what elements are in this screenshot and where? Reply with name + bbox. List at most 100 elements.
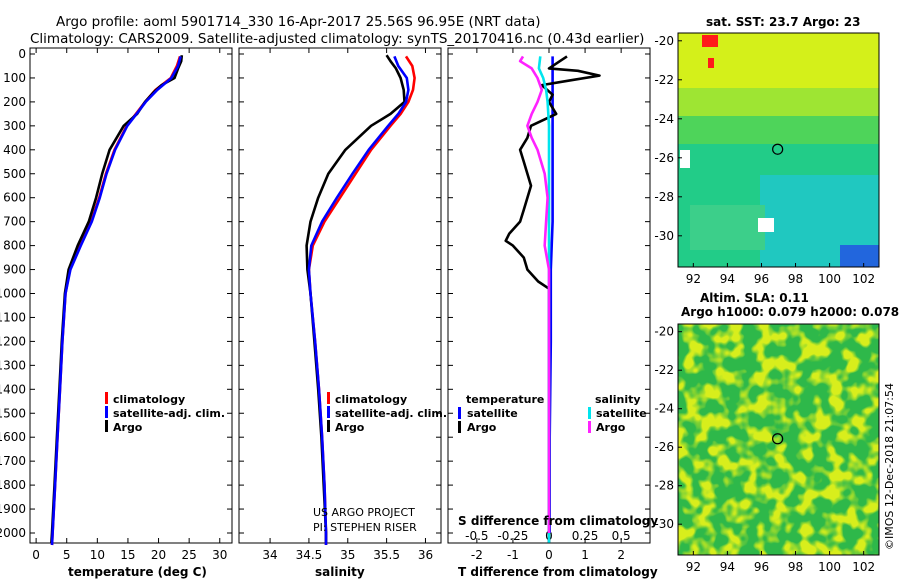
salinity-panel — [238, 47, 442, 544]
depth-tick-label: 200 — [3, 95, 26, 109]
temperature-xticks: 0 5 10 15 20 25 30 — [32, 48, 227, 562]
map-lat-label: -22 — [654, 363, 674, 377]
pi-credit: PI: STEPHEN RISER — [313, 521, 417, 534]
salinity-legend: climatology satellite-adj. clim. Argo — [327, 392, 447, 434]
x-tick-label: 15 — [120, 548, 135, 562]
series-argo — [50, 55, 184, 543]
x-tick-label: 2 — [617, 548, 625, 562]
sst-map — [677, 32, 880, 268]
depth-tick-label: 500 — [3, 167, 26, 181]
sst-cold-edge — [840, 245, 879, 267]
sst-map-frame — [677, 32, 880, 268]
x-tick-label: 0 — [32, 548, 40, 562]
legend-label-climatology: climatology — [335, 393, 407, 406]
sst-hot-pixels — [702, 35, 718, 47]
map-lon-label: 92 — [686, 272, 701, 286]
depth-tick-label: 1800 — [0, 478, 26, 492]
legend-title-salinity: salinity — [595, 393, 641, 406]
legend-label-satellite-adj: satellite-adj. clim. — [113, 407, 225, 420]
legend-label-t-argo: Argo — [467, 421, 497, 434]
sst-band-2 — [678, 88, 879, 116]
sst-missing-data — [680, 150, 690, 168]
x-tick-label: 20 — [151, 548, 166, 562]
x-tick-label: 1 — [581, 548, 589, 562]
depth-tick-label: 800 — [3, 239, 26, 253]
map-lon-label: 92 — [686, 560, 701, 574]
x-tick-label: 34 — [262, 548, 277, 562]
x-tick-label: 10 — [90, 548, 105, 562]
map-lon-label: 94 — [720, 272, 735, 286]
depth-tick-label: 1400 — [0, 382, 26, 396]
legend-swatch-satellite-adj — [327, 406, 330, 418]
legend-swatch-s-argo — [588, 421, 591, 433]
sla-map-frame — [677, 323, 880, 556]
map-lat-label: -26 — [654, 151, 674, 165]
temperature-xlabel: temperature (deg C) — [68, 565, 207, 579]
map-lat-label: -30 — [654, 229, 674, 243]
map-lon-label: 100 — [818, 560, 841, 574]
x-tick-label: 34.5 — [296, 548, 323, 562]
profile-location-marker — [772, 433, 784, 445]
depth-tick-label: 700 — [3, 215, 26, 229]
sst-missing-data-2 — [758, 218, 774, 232]
legend-label-s-argo: Argo — [596, 421, 626, 434]
depth-tick-label: 1900 — [0, 502, 26, 516]
sst-band-3 — [678, 116, 879, 144]
depth-tick-label: 900 — [3, 263, 26, 277]
s-diff-tick-label: 0.25 — [572, 529, 599, 543]
legend-swatch-argo — [327, 420, 330, 432]
depth-tick-label: 1700 — [0, 454, 26, 468]
difference-legend: temperature satellite Argo salinity sate… — [458, 393, 647, 434]
sst-map-title: sat. SST: 23.7 Argo: 23 — [706, 15, 860, 29]
map-lon-label: 98 — [788, 272, 803, 286]
sla-positive-anomaly — [678, 324, 879, 555]
s-diff-tick-label: -0.5 — [465, 529, 488, 543]
series-climatology — [50, 56, 182, 546]
difference-xticks: -2 -1 0 1 2 — [471, 48, 625, 562]
sla-map-axes: 92 94 96 98 100 102 -20 -22 -24 -26 -28 -30 — [654, 325, 875, 574]
depth-tick-label: 1500 — [0, 406, 26, 420]
sst-hot-pixel-2 — [708, 58, 714, 68]
map-lat-label: -20 — [654, 325, 674, 339]
legend-swatch-t-satellite — [458, 407, 461, 419]
difference-curves — [504, 55, 601, 543]
temperature-curves — [50, 55, 184, 546]
map-lat-label: -20 — [654, 34, 674, 48]
depth-tick-label: 1200 — [0, 334, 26, 348]
map-lat-label: -28 — [654, 190, 674, 204]
title-line-2: Climatology: CARS2009. Satellite-adjuste… — [30, 31, 644, 47]
x-tick-label: 35 — [340, 548, 355, 562]
legend-swatch-satellite-adj — [105, 406, 108, 418]
legend-swatch-s-satellite — [588, 407, 591, 419]
legend-swatch-climatology — [327, 392, 330, 404]
sla-map — [677, 323, 880, 556]
depth-tick-label: 300 — [3, 119, 26, 133]
profile-location-marker — [772, 143, 784, 155]
depth-tick-label: 100 — [3, 71, 26, 85]
legend-label-climatology: climatology — [113, 393, 185, 406]
s-diff-tick-label: 0.5 — [612, 529, 631, 543]
depth-tick-label: 400 — [3, 143, 26, 157]
title-line-1: Argo profile: aoml 5901714_330 16-Apr-20… — [56, 14, 541, 30]
temperature-panel — [29, 47, 233, 544]
map-lat-label: -24 — [654, 112, 674, 126]
map-lat-label: -30 — [654, 517, 674, 531]
legend-swatch-argo — [105, 420, 108, 432]
map-lon-label: 100 — [818, 272, 841, 286]
depth-tick-label: 1300 — [0, 358, 26, 372]
depth-tick-label: 1100 — [0, 310, 26, 324]
project-credit: US ARGO PROJECT — [313, 506, 415, 519]
depth-tick-label: 2000 — [0, 526, 26, 540]
legend-label-satellite-adj: satellite-adj. clim. — [335, 407, 447, 420]
map-lat-label: -28 — [654, 479, 674, 493]
difference-xlabel: T difference from climatology — [458, 565, 658, 579]
depth-tick-label: 0 — [18, 47, 26, 61]
s-diff-tick-label: -0.25 — [497, 529, 528, 543]
legend-label-t-satellite: satellite — [467, 407, 518, 420]
salinity-xticks: 34 34.5 35 35.5 36 — [262, 48, 433, 562]
map-lon-label: 98 — [788, 560, 803, 574]
depth-tick-label: 600 — [3, 191, 26, 205]
map-lon-label: 102 — [852, 272, 875, 286]
salinity-xlabel: salinity — [315, 565, 365, 579]
